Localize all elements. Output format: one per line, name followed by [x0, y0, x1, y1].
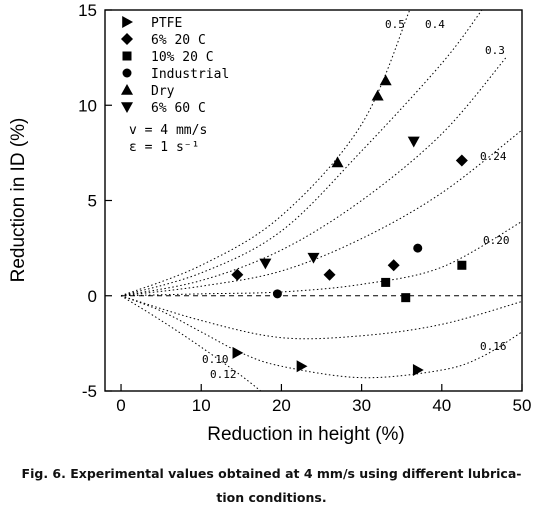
y-tick-label: -5 [82, 382, 97, 401]
legend-marker-triangle-down [121, 102, 133, 113]
friction-curve-0.20 [121, 221, 522, 297]
friction-curve-0.24 [120, 129, 522, 297]
friction-curve-0.10 [120, 295, 522, 379]
marker-diamond [231, 268, 244, 281]
x-axis-title: Reduction in height (%) [207, 424, 405, 445]
friction-curve-label: 0.12 [210, 368, 237, 381]
friction-curve-label: 0.4 [425, 18, 445, 31]
marker-triangle-down [259, 258, 272, 270]
legend-entry: 6% 60 C [151, 101, 206, 116]
y-tick-label: 5 [88, 192, 97, 211]
marker-diamond [323, 268, 336, 281]
marker-square [457, 260, 467, 270]
marker-triangle-up [379, 74, 392, 86]
friction-curve-label: 0.10 [202, 353, 229, 366]
friction-curve-0.4 [120, 10, 483, 297]
marker-square [401, 293, 411, 303]
x-tick-label: 50 [513, 396, 532, 415]
y-axis-title: Reduction in ID (%) [8, 118, 29, 283]
caption-line-1: Fig. 6. Experimental values obtained at … [21, 466, 522, 481]
y-tick-label: 15 [78, 1, 97, 20]
legend-entry: 6% 20 C [151, 33, 206, 48]
x-tick-label: 0 [116, 396, 125, 415]
x-tick-label: 10 [192, 396, 211, 415]
marker-triangle-right [412, 364, 424, 377]
legend: PTFE 6% 20 C 10% 20 C Industrial Dry 6% 60 C v… [121, 16, 229, 155]
chart: 0.5 0.4 0.3 0.24 0.20 0.16 0.12 0.10 0 10 20 30 40 5… [8, 1, 531, 445]
x-tick-label: 30 [352, 396, 371, 415]
y-axis-ticks: -5 0 5 10 15 [78, 1, 112, 401]
marker-triangle-right [232, 346, 244, 359]
legend-entry: 10% 20 C [151, 50, 214, 65]
marker-circle [413, 243, 423, 253]
x-tick-label: 40 [432, 396, 451, 415]
legend-marker-square [122, 51, 132, 61]
marker-triangle-down [407, 136, 420, 148]
friction-curve-label: 0.16 [480, 340, 507, 353]
marker-triangle-up [331, 156, 344, 168]
legend-entry: Industrial [151, 67, 229, 82]
figure-caption: Fig. 6. Experimental values obtained at … [0, 462, 543, 510]
marker-triangle-right [296, 360, 308, 373]
condition-label: v = 4 mm/s [129, 123, 207, 138]
caption-line-2: tion conditions. [216, 490, 327, 505]
legend-entry: PTFE [151, 16, 182, 31]
x-tick-label: 20 [272, 396, 291, 415]
marker-triangle-down [307, 252, 320, 264]
x-axis-ticks: 0 10 20 30 40 50 [116, 384, 531, 415]
marker-circle [272, 289, 282, 299]
legend-marker-diamond [121, 33, 133, 45]
y-tick-label: 10 [78, 96, 97, 115]
friction-curve-labels: 0.5 0.4 0.3 0.24 0.20 0.16 0.12 0.10 [202, 18, 510, 381]
legend-entry: Dry [151, 84, 175, 99]
marker-diamond [455, 154, 468, 167]
friction-curve-0.12 [120, 295, 262, 391]
data-markers [231, 74, 468, 377]
legend-marker-circle [122, 68, 132, 78]
friction-curve-label: 0.3 [485, 44, 505, 57]
friction-curve-label: 0.5 [385, 18, 405, 31]
friction-curve-label: 0.20 [483, 234, 510, 247]
legend-marker-triangle-right [122, 16, 133, 28]
y-tick-label: 0 [88, 287, 97, 306]
marker-triangle-up [371, 89, 384, 101]
marker-square [381, 277, 391, 287]
friction-curves [120, 10, 522, 391]
friction-curve-0.16 [120, 295, 522, 340]
friction-curve-label: 0.24 [480, 150, 507, 163]
legend-marker-triangle-up [121, 84, 133, 95]
marker-diamond [387, 259, 400, 272]
condition-label: ε = 1 s⁻¹ [129, 140, 199, 155]
